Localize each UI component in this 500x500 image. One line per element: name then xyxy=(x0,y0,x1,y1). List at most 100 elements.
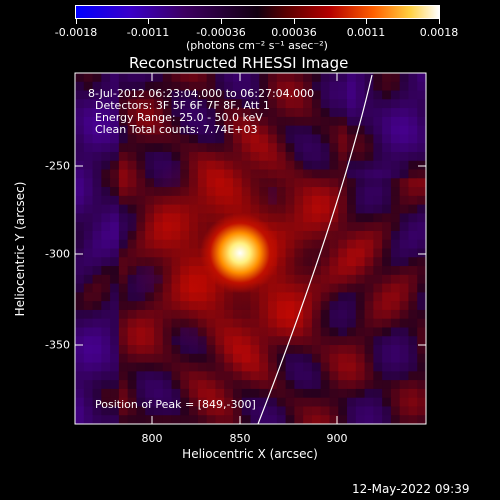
image-pixel xyxy=(329,125,339,136)
image-pixel xyxy=(118,415,129,424)
image-pixel xyxy=(320,116,331,127)
image-pixel xyxy=(390,353,401,364)
image-pixel xyxy=(180,81,190,92)
image-pixel xyxy=(101,257,111,267)
image-pixel xyxy=(311,380,322,390)
image-pixel xyxy=(92,318,102,329)
image-pixel xyxy=(101,388,111,399)
image-pixel xyxy=(390,362,401,372)
image-pixel xyxy=(399,178,410,188)
clean-counts: Clean Total counts: 7.74E+03 xyxy=(95,123,258,136)
image-pixel xyxy=(145,388,155,399)
image-pixel xyxy=(171,415,181,424)
image-pixel xyxy=(110,380,120,390)
image-pixel xyxy=(373,327,383,337)
image-pixel xyxy=(311,108,322,118)
image-pixel xyxy=(408,90,418,100)
image-pixel xyxy=(303,151,313,162)
image-pixel xyxy=(373,388,383,399)
image-pixel xyxy=(347,134,357,144)
image-pixel xyxy=(75,362,85,372)
image-pixel xyxy=(83,73,94,83)
image-pixel xyxy=(399,239,410,250)
image-pixel xyxy=(338,187,348,197)
image-pixel xyxy=(408,230,418,241)
image-pixel xyxy=(171,406,181,416)
image-pixel xyxy=(118,143,129,153)
y-ticks xyxy=(75,165,426,346)
image-pixel xyxy=(171,151,181,162)
image-pixel xyxy=(399,116,410,127)
image-pixel xyxy=(118,292,129,302)
image-pixel xyxy=(110,73,120,83)
image-pixel xyxy=(232,116,243,127)
image-pixel xyxy=(180,99,190,109)
image-pixel xyxy=(338,362,348,372)
image-pixel xyxy=(118,187,129,197)
image-pixel xyxy=(390,108,401,118)
image-pixel xyxy=(399,415,410,424)
image-pixel xyxy=(417,248,426,258)
image-pixel xyxy=(259,353,269,364)
image-pixel xyxy=(153,116,164,127)
image-pixel xyxy=(83,230,94,241)
image-pixel xyxy=(329,301,339,311)
image-pixel xyxy=(153,151,164,162)
image-pixel xyxy=(259,99,269,109)
image-pixel xyxy=(399,406,410,416)
image-pixel xyxy=(399,380,410,390)
image-pixel xyxy=(206,73,217,83)
image-pixel xyxy=(417,187,426,197)
image-pixel xyxy=(153,397,164,408)
image-pixel xyxy=(390,213,401,223)
image-pixel xyxy=(276,73,287,83)
image-pixel xyxy=(329,73,339,83)
image-pixel xyxy=(347,143,357,153)
image-pixel xyxy=(408,108,418,118)
image-pixel xyxy=(92,415,102,424)
image-pixel xyxy=(373,380,383,390)
image-pixel xyxy=(83,195,94,206)
image-pixel xyxy=(320,318,331,329)
image-pixel xyxy=(197,388,208,399)
image-pixel xyxy=(408,266,418,276)
image-pixel xyxy=(364,230,374,241)
image-pixel xyxy=(373,125,383,136)
image-pixel xyxy=(417,274,426,285)
image-pixel xyxy=(390,187,401,197)
image-pixel xyxy=(268,81,278,92)
image-pixel xyxy=(224,81,234,92)
image-pixel xyxy=(92,90,102,100)
image-pixel xyxy=(153,81,164,92)
image-pixel xyxy=(294,134,304,144)
image-pixel xyxy=(303,73,313,83)
image-pixel xyxy=(250,415,260,424)
image-pixel xyxy=(118,274,129,285)
image-pixel xyxy=(92,257,102,267)
image-pixel xyxy=(153,125,164,136)
image-pixel xyxy=(355,134,366,144)
image-pixel xyxy=(311,353,322,364)
image-pixel xyxy=(250,362,260,372)
image-pixel xyxy=(347,292,357,302)
image-pixel xyxy=(162,406,173,416)
image-pixel xyxy=(180,108,190,118)
image-pixel xyxy=(390,371,401,381)
image-pixel xyxy=(320,388,331,399)
x-axis-label: Heliocentric X (arcsec) xyxy=(182,447,318,461)
image-pixel xyxy=(180,415,190,424)
image-pixel xyxy=(189,116,199,127)
image-pixel xyxy=(347,327,357,337)
image-pixel xyxy=(303,397,313,408)
image-pixel xyxy=(118,169,129,179)
image-pixel xyxy=(180,143,190,153)
image-pixel xyxy=(355,169,366,179)
image-pixel xyxy=(92,195,102,206)
image-pixel xyxy=(101,99,111,109)
image-pixel xyxy=(329,108,339,118)
image-pixel xyxy=(320,81,331,92)
image-pixel xyxy=(171,362,181,372)
image-pixel xyxy=(110,204,120,215)
image-pixel xyxy=(232,99,243,109)
image-pixel xyxy=(382,309,392,320)
